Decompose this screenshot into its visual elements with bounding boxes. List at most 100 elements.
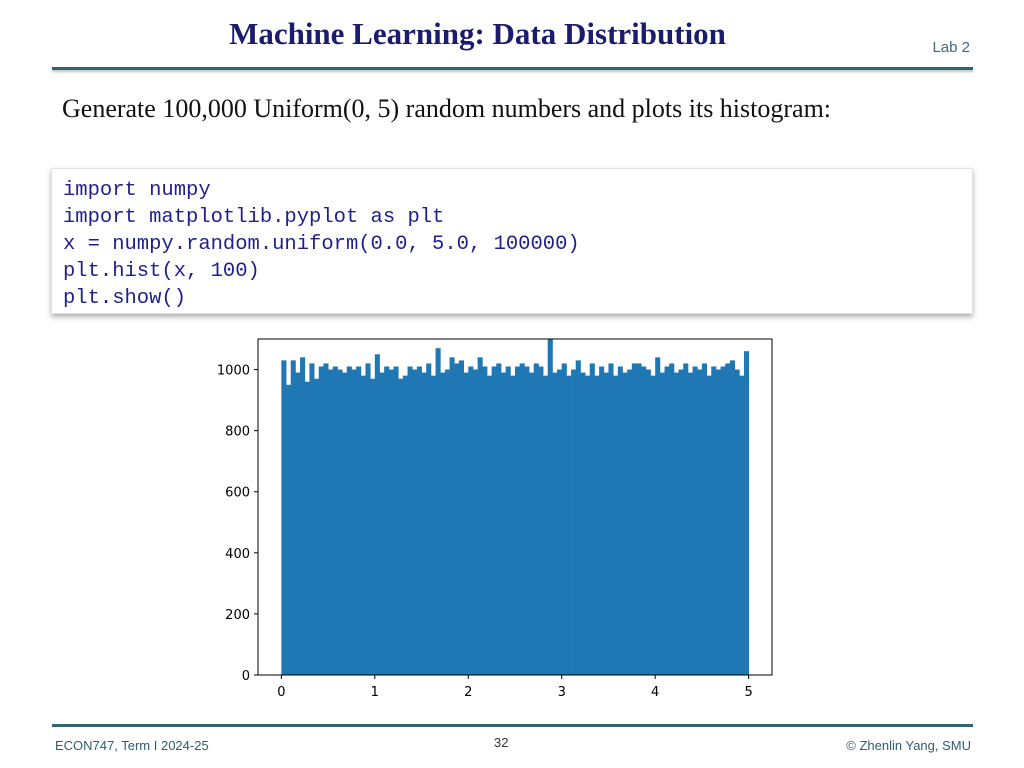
histogram-bar xyxy=(402,375,408,675)
y-tick-label: 200 xyxy=(225,608,250,623)
histogram-bar xyxy=(500,372,507,675)
x-tick-label: 4 xyxy=(651,685,659,700)
histogram-bar xyxy=(388,369,394,675)
histogram-bar xyxy=(547,339,553,675)
histogram-bar xyxy=(533,363,539,675)
histogram-bar xyxy=(370,378,376,675)
histogram-bar xyxy=(314,378,320,675)
histogram-bar xyxy=(566,375,572,675)
intro-text: Generate 100,000 Uniform(0, 5) random nu… xyxy=(62,94,832,123)
histogram-bar xyxy=(309,363,315,675)
histogram-bar xyxy=(332,366,338,675)
histogram-bar xyxy=(655,357,661,675)
histogram-bar xyxy=(543,375,549,675)
histogram-bar xyxy=(510,375,516,675)
histogram-bar xyxy=(393,366,399,675)
histogram-bar xyxy=(701,363,707,675)
code-line: import numpy xyxy=(63,179,211,202)
histogram-bar xyxy=(337,369,343,675)
histogram-bar xyxy=(346,366,352,675)
histogram-bar xyxy=(627,369,633,675)
histogram-bar xyxy=(356,366,362,675)
histogram-bar xyxy=(515,366,521,675)
histogram-bar xyxy=(571,369,577,675)
histogram-bar xyxy=(613,375,619,675)
footer-divider xyxy=(52,724,973,727)
histogram-bar xyxy=(328,369,334,675)
histogram-bar xyxy=(304,381,310,675)
plot-frame xyxy=(257,338,773,676)
histogram-bar xyxy=(426,363,432,675)
histogram-bar xyxy=(575,360,581,675)
histogram-bar xyxy=(384,366,390,675)
footer-page-number: 32 xyxy=(494,735,509,750)
code-line: import matplotlib.pyplot as plt xyxy=(63,206,445,229)
histogram-bar xyxy=(482,366,488,675)
histogram-bar xyxy=(496,363,502,675)
x-tick-label: 3 xyxy=(558,685,566,700)
histogram-bar xyxy=(739,375,745,675)
histogram-bar xyxy=(295,372,301,675)
histogram-bar xyxy=(687,372,693,675)
histogram-bar xyxy=(463,372,469,675)
histogram-bar xyxy=(729,360,736,675)
histogram-bar xyxy=(664,366,670,675)
histogram-bar xyxy=(589,363,595,675)
histogram-bar xyxy=(673,372,679,675)
histogram-bar xyxy=(421,372,427,675)
histogram-bar xyxy=(486,375,493,675)
x-tick-label: 0 xyxy=(277,685,285,700)
histogram-bar xyxy=(561,363,567,675)
header-divider xyxy=(52,67,973,70)
histogram-bar xyxy=(430,375,436,675)
histogram-bar xyxy=(412,369,418,675)
histogram-bar xyxy=(599,366,605,675)
histogram-bar xyxy=(608,363,614,675)
histogram-bar xyxy=(342,372,348,675)
histogram-bar xyxy=(477,357,483,675)
x-tick-label: 1 xyxy=(371,685,379,700)
histogram-bar xyxy=(706,375,712,675)
y-tick-label: 400 xyxy=(225,547,250,562)
histogram-bar xyxy=(711,366,717,675)
y-tick-label: 800 xyxy=(225,425,250,440)
histogram-bar xyxy=(650,375,656,675)
histogram-bar xyxy=(454,363,460,675)
histogram-bar xyxy=(603,372,609,675)
histogram-bar xyxy=(491,366,497,675)
histogram-bar xyxy=(645,369,651,675)
histogram-bar xyxy=(374,354,380,675)
histogram-bar xyxy=(683,363,689,675)
histogram-bar xyxy=(585,375,591,675)
slide-title: Machine Learning: Data Distribution xyxy=(229,16,726,51)
code-line: x = numpy.random.uniform(0.0, 5.0, 10000… xyxy=(63,233,580,256)
histogram-bar xyxy=(622,372,628,675)
histogram-bar xyxy=(290,360,296,675)
histogram-bar xyxy=(641,366,647,675)
y-tick-label: 1000 xyxy=(217,364,250,379)
histogram-bar xyxy=(416,366,422,675)
footer-copyright: © Zhenlin Yang, SMU xyxy=(846,738,971,753)
histogram-bar xyxy=(351,369,357,675)
histogram-bar xyxy=(734,369,740,675)
histogram-bar xyxy=(519,363,525,675)
histogram-bar xyxy=(323,363,329,675)
histogram-bar xyxy=(449,357,455,675)
histogram-bar xyxy=(659,372,665,675)
histogram-bar xyxy=(557,369,563,675)
histogram-bar xyxy=(552,372,558,675)
histogram-bar xyxy=(286,384,292,675)
x-tick-label: 5 xyxy=(744,685,752,700)
histogram-bar xyxy=(505,366,511,675)
y-tick-label: 0 xyxy=(242,669,250,684)
histogram-bar xyxy=(636,363,642,675)
histogram-bar xyxy=(631,363,637,675)
histogram-bar xyxy=(617,366,623,675)
histogram-bar xyxy=(472,369,479,675)
histogram-bar xyxy=(379,372,385,675)
histogram-bar xyxy=(281,360,287,675)
histogram-bar xyxy=(538,366,544,675)
histogram-bar xyxy=(444,369,450,675)
histogram-bar xyxy=(435,348,441,675)
histogram-chart: 0 200 400 600 800 1000 0 1 2 3 4 5 xyxy=(195,330,785,710)
